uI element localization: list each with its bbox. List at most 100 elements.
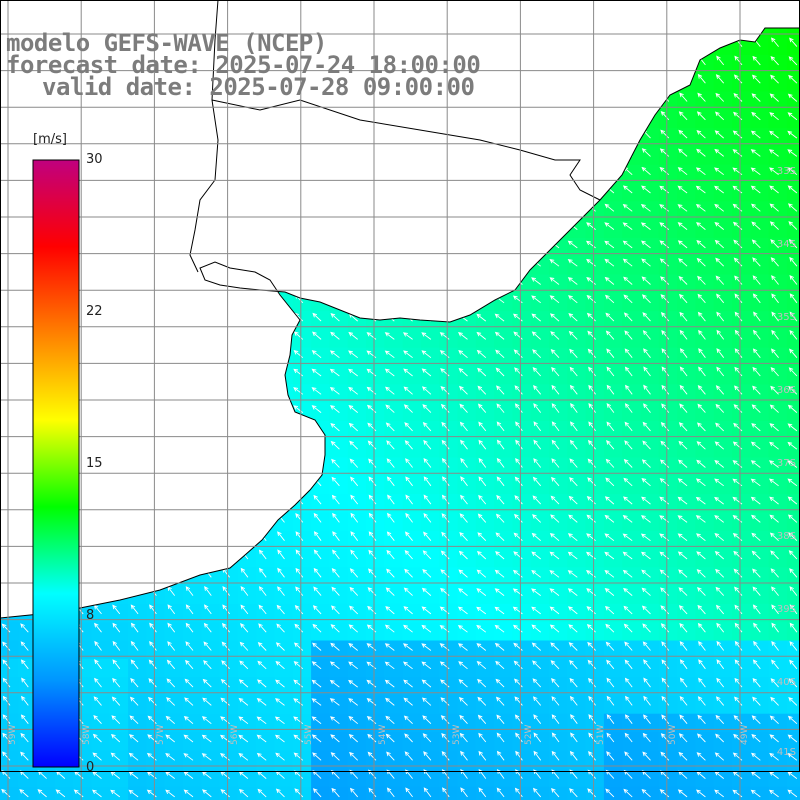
wind-arrow [330, 624, 340, 633]
wind-arrow [642, 751, 651, 761]
wind-arrow [295, 567, 304, 578]
wind-arrow [714, 551, 724, 560]
wind-arrow [787, 496, 798, 505]
wind-arrow [695, 515, 706, 523]
wind-arrow [167, 641, 176, 651]
wind-arrow [92, 752, 102, 761]
wind-arrow [642, 623, 651, 633]
wind-arrow [258, 549, 267, 560]
wind-arrow [624, 366, 633, 377]
wind-arrow [679, 659, 688, 670]
wind-arrow [313, 549, 322, 560]
wind-arrow [715, 275, 725, 285]
wind-arrow [350, 531, 359, 541]
lon-label-49w: 49W [740, 724, 750, 745]
wind-arrow [587, 458, 596, 468]
wind-arrow [769, 715, 779, 725]
wind-arrow [716, 311, 725, 322]
wind-arrow [677, 204, 688, 212]
wind-arrow [533, 421, 542, 432]
wind-arrow [588, 366, 596, 377]
wind-arrow [787, 478, 798, 487]
wind-arrow [697, 696, 706, 706]
wind-arrow [276, 604, 285, 615]
wind-arrow [423, 476, 432, 487]
wind-arrow [750, 441, 761, 450]
wind-arrow [606, 348, 615, 358]
wind-arrow [732, 441, 743, 450]
wind-arrow [387, 494, 395, 505]
wind-arrow [697, 422, 706, 432]
wind-arrow [769, 112, 779, 121]
wind-arrow [696, 111, 706, 121]
wind-arrow [624, 659, 633, 670]
wind-arrow [642, 312, 651, 322]
wind-arrow [514, 403, 523, 413]
wind-arrow [20, 714, 29, 724]
wind-arrow [623, 276, 633, 285]
wind-arrow [329, 661, 340, 670]
wind-arrow [752, 348, 761, 358]
wind-arrow [623, 587, 633, 596]
wind-arrow [367, 733, 377, 743]
wind-arrow [661, 641, 670, 651]
wind-arrow [367, 422, 377, 432]
wind-arrow [495, 349, 505, 359]
wind-arrow [385, 386, 395, 395]
wind-arrow [659, 533, 670, 542]
wind-arrow [295, 531, 304, 541]
wind-arrow [422, 569, 432, 578]
wind-arrow [716, 55, 725, 66]
wind-arrow [496, 732, 505, 743]
wind-arrow [147, 715, 157, 725]
wind-arrow [569, 695, 578, 706]
wind-arrow [313, 586, 322, 596]
wind-arrow [716, 677, 725, 688]
wind-arrow [531, 277, 541, 285]
wind-arrow [531, 624, 541, 633]
wind-arrow [549, 277, 560, 285]
wind-arrow [715, 733, 725, 743]
wind-arrow [659, 551, 670, 560]
wind-arrow [167, 604, 176, 615]
wind-arrow [751, 111, 761, 121]
wind-arrow [112, 677, 121, 688]
wind-arrow [604, 258, 615, 267]
wind-arrow [368, 568, 377, 578]
wind-arrow [771, 329, 779, 340]
wind-arrow [588, 402, 596, 413]
wind-arrow [293, 331, 304, 340]
wind-arrow [531, 532, 541, 542]
wind-arrow [787, 460, 798, 468]
field-cell [256, 786, 275, 800]
wind-arrow [642, 440, 651, 450]
wind-arrow [659, 240, 670, 249]
wind-arrow [19, 789, 29, 798]
wind-arrow [495, 513, 505, 523]
wind-arrow [349, 568, 359, 578]
wind-arrow [715, 714, 725, 725]
wind-arrow [165, 753, 175, 761]
wind-arrow [677, 185, 688, 194]
wind-arrow [2, 641, 11, 651]
wind-arrow [94, 677, 102, 688]
wind-arrow [660, 421, 670, 432]
wind-arrow [769, 130, 779, 139]
colorbar-tick-8: 8 [86, 608, 95, 623]
wind-arrow [238, 679, 249, 688]
wind-arrow [714, 496, 724, 505]
wind-arrow [202, 678, 212, 688]
field-cell [786, 201, 800, 221]
wind-arrow [697, 73, 706, 84]
wind-arrow [514, 513, 523, 523]
wind-arrow [515, 750, 523, 761]
wind-arrow [605, 788, 615, 798]
wind-arrow [440, 403, 450, 413]
wind-arrow [606, 421, 615, 432]
wind-arrow [366, 661, 377, 670]
wind-arrow [514, 787, 523, 798]
field-cell [109, 786, 129, 800]
wind-arrow [532, 787, 542, 798]
wind-arrow [348, 642, 358, 651]
